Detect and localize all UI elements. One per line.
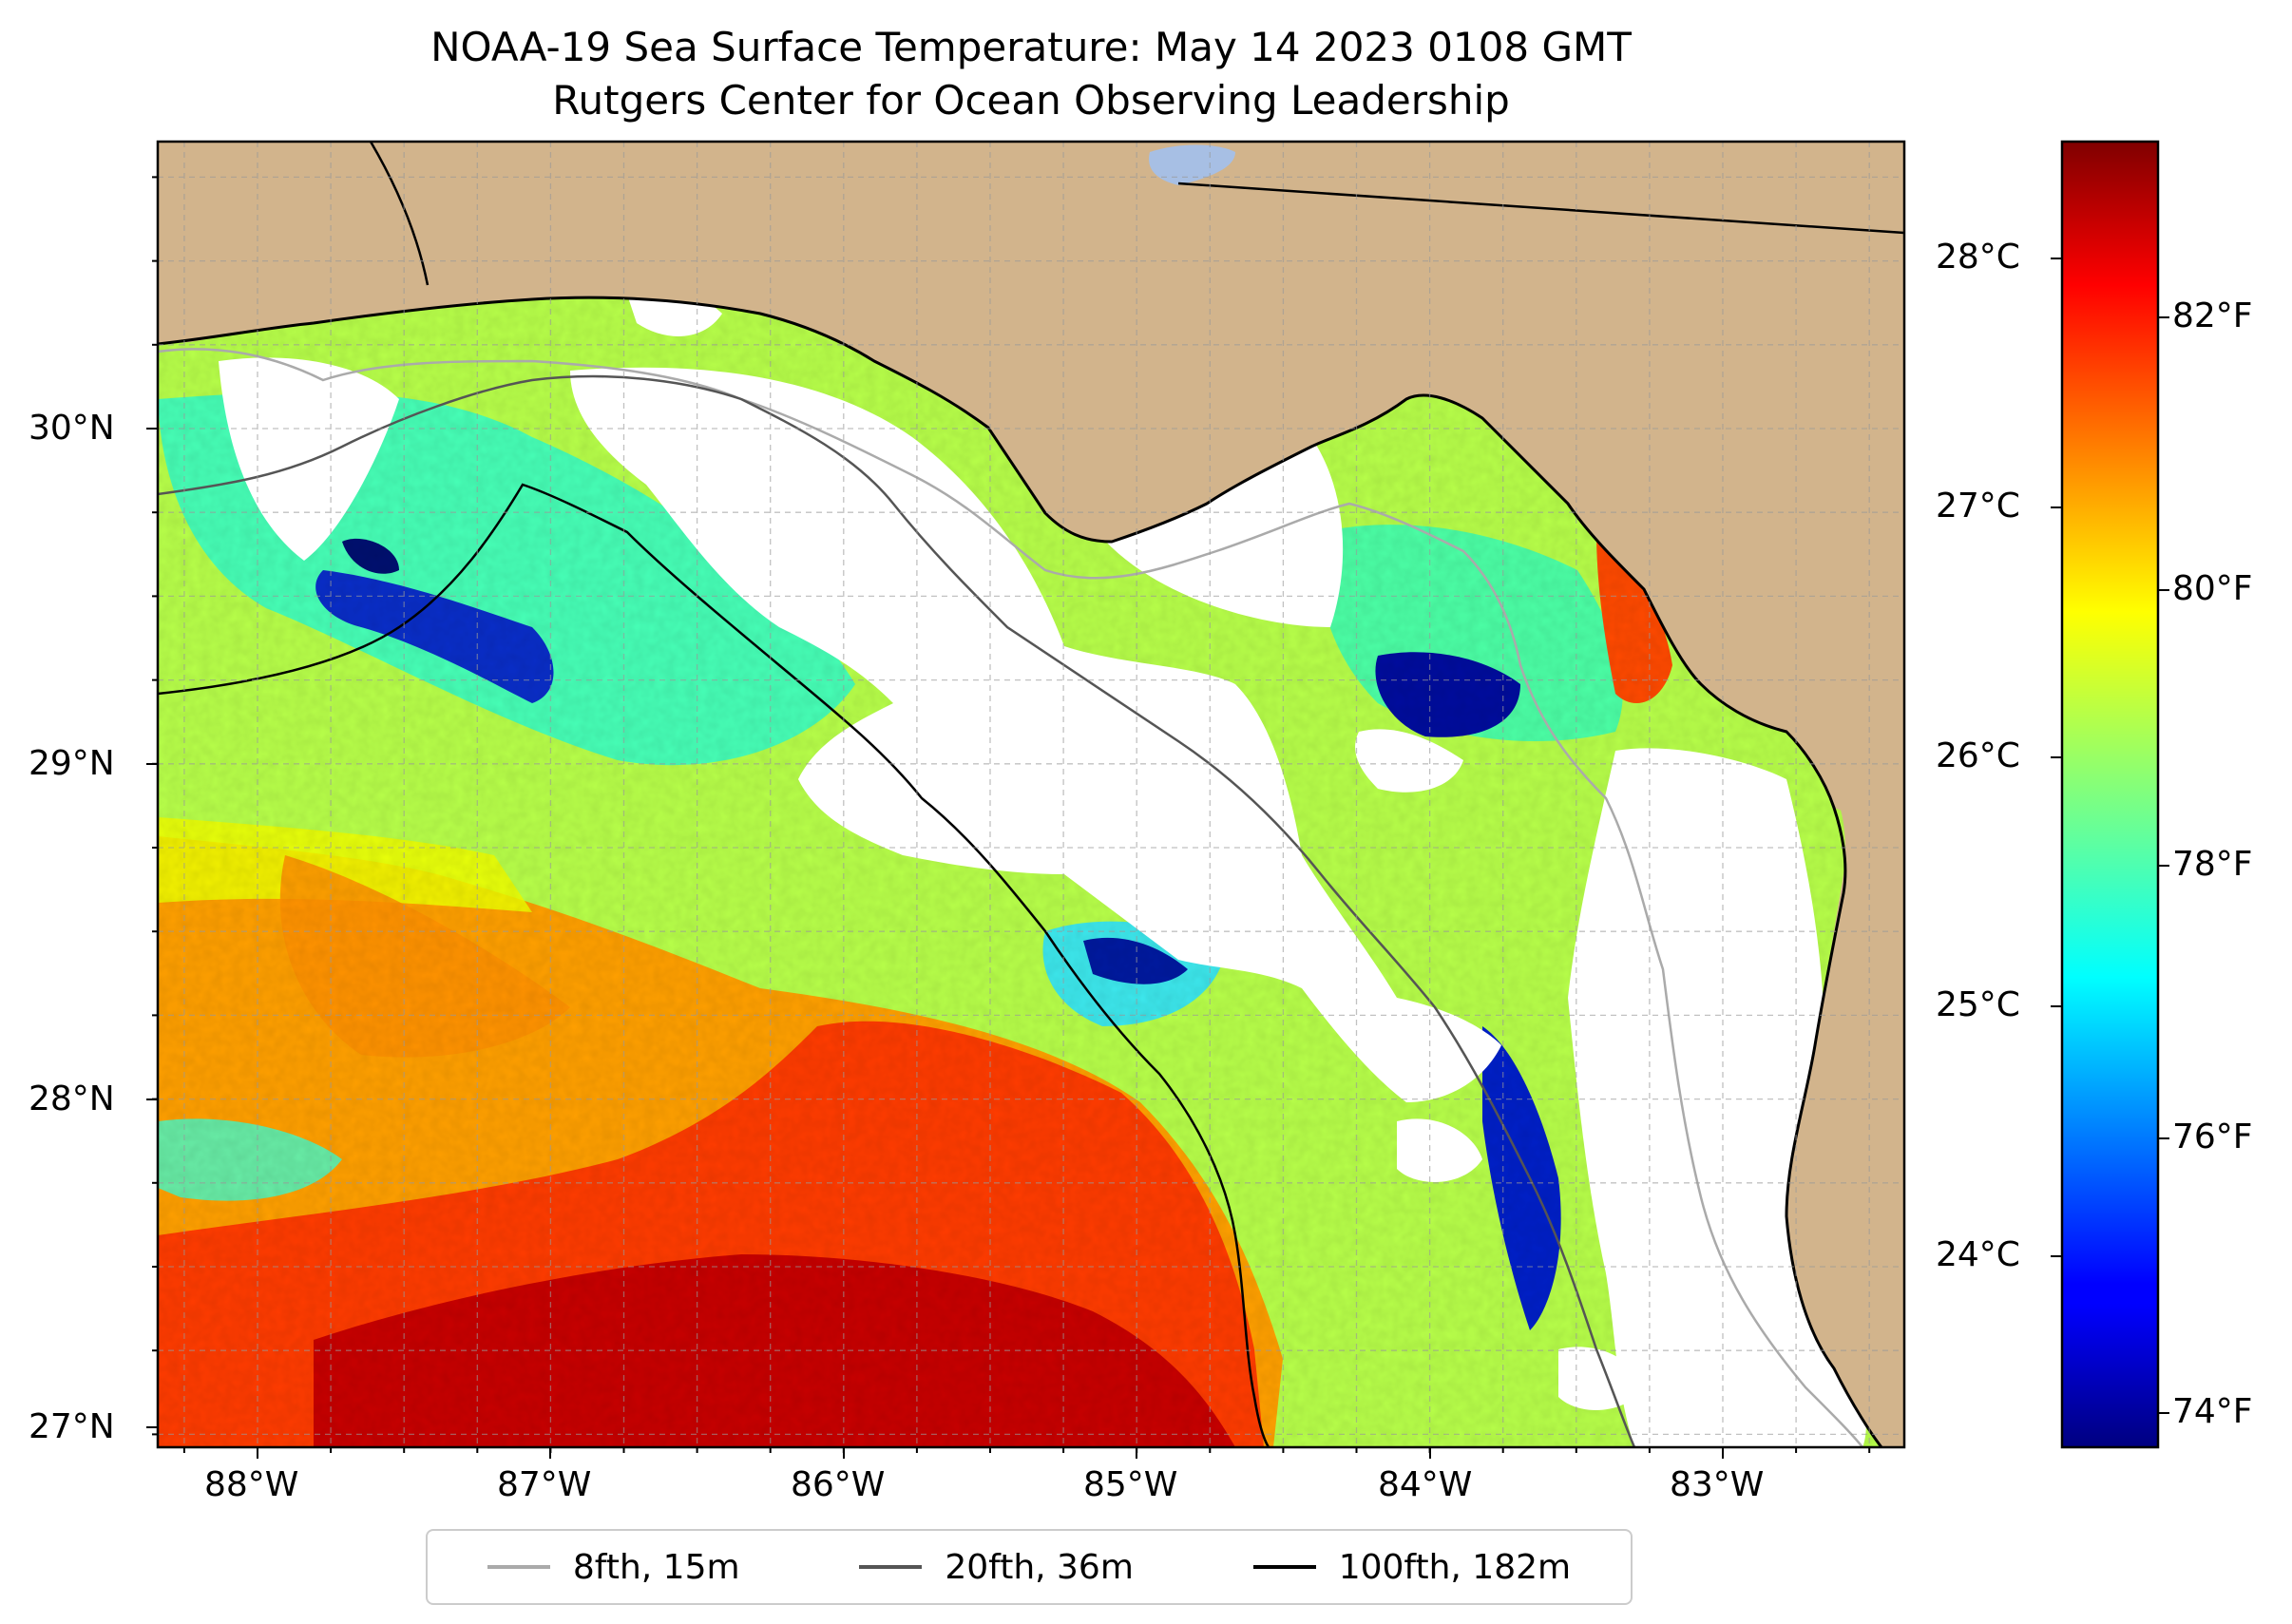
celsius-tick-label: 28°C: [1936, 238, 2020, 277]
colorbar-frame: [2060, 140, 2160, 1449]
land-northern-gulf-coast: [158, 142, 1904, 855]
state-boundary-line: [1177, 182, 1904, 235]
isobath-8fth: [158, 348, 1863, 1447]
celsius-tick-label: 25°C: [1936, 985, 2020, 1024]
fahrenheit-tick-label: 76°F: [2172, 1118, 2253, 1156]
colorbar: [2062, 142, 2158, 1447]
isobath-100fth: [158, 483, 1270, 1447]
land-florida-peninsula: [1786, 779, 1904, 1447]
lat-tick-label: 28°N: [29, 1079, 115, 1118]
lon-tick-label: 86°W: [791, 1465, 886, 1504]
legend-item-20fth: 20fth, 36m: [859, 1548, 1134, 1587]
celsius-tick-label: 27°C: [1936, 487, 2020, 525]
map-title: NOAA-19 Sea Surface Temperature: May 14 …: [430, 24, 1632, 70]
legend-label: 100fth, 182m: [1338, 1547, 1572, 1587]
legend-swatch: [1252, 1565, 1316, 1569]
land-mobile-bay-shore: [158, 181, 276, 344]
lon-tick-label: 85°W: [1083, 1465, 1178, 1504]
no-data-region: [1397, 1118, 1482, 1182]
lon-tick-label: 88°W: [204, 1465, 299, 1504]
isobath-legend: 8fth, 15m 20fth, 36m 100fth, 182m: [426, 1529, 1633, 1605]
no-data-region: [1355, 729, 1463, 793]
no-data-region: [219, 357, 399, 561]
map-frame: [156, 140, 1906, 1449]
map-subtitle: Rutgers Center for Ocean Observing Leade…: [552, 77, 1510, 124]
map-ticks: [146, 176, 1871, 1459]
legend-swatch: [487, 1565, 550, 1569]
lon-tick-label: 84°W: [1378, 1465, 1473, 1504]
celsius-tick-label: 24°C: [1936, 1235, 2020, 1274]
legend-swatch: [859, 1565, 923, 1569]
no-data-region: [570, 367, 1501, 1103]
state-boundary-line: [369, 142, 430, 286]
lake: [1149, 144, 1235, 185]
lat-tick-label: 27°N: [29, 1407, 115, 1446]
legend-item-8fth: 8fth, 15m: [487, 1548, 740, 1587]
lon-tick-label: 87°W: [497, 1465, 592, 1504]
lat-tick-label: 30°N: [29, 409, 115, 448]
legend-item-100fth: 100fth, 182m: [1252, 1547, 1572, 1587]
map-area: [158, 142, 1904, 1447]
legend-label: 8fth, 15m: [572, 1547, 740, 1587]
lon-tick-label: 83°W: [1670, 1465, 1765, 1504]
no-data-region: [1558, 1347, 1644, 1410]
coastline: [158, 296, 1883, 1447]
fahrenheit-tick-label: 82°F: [2172, 296, 2253, 335]
isobath-20fth: [158, 374, 1636, 1447]
fahrenheit-tick-label: 78°F: [2172, 845, 2253, 884]
celsius-tick-label: 26°C: [1936, 736, 2020, 775]
legend-label: 20fth, 36m: [945, 1547, 1134, 1587]
fahrenheit-tick-label: 74°F: [2172, 1392, 2253, 1431]
colorbar-ticks: [2051, 258, 2169, 1414]
no-data-region: [1568, 748, 1866, 1447]
lat-tick-label: 29°N: [29, 744, 115, 783]
gridlines: [158, 142, 1904, 1447]
fahrenheit-tick-label: 80°F: [2172, 569, 2253, 608]
